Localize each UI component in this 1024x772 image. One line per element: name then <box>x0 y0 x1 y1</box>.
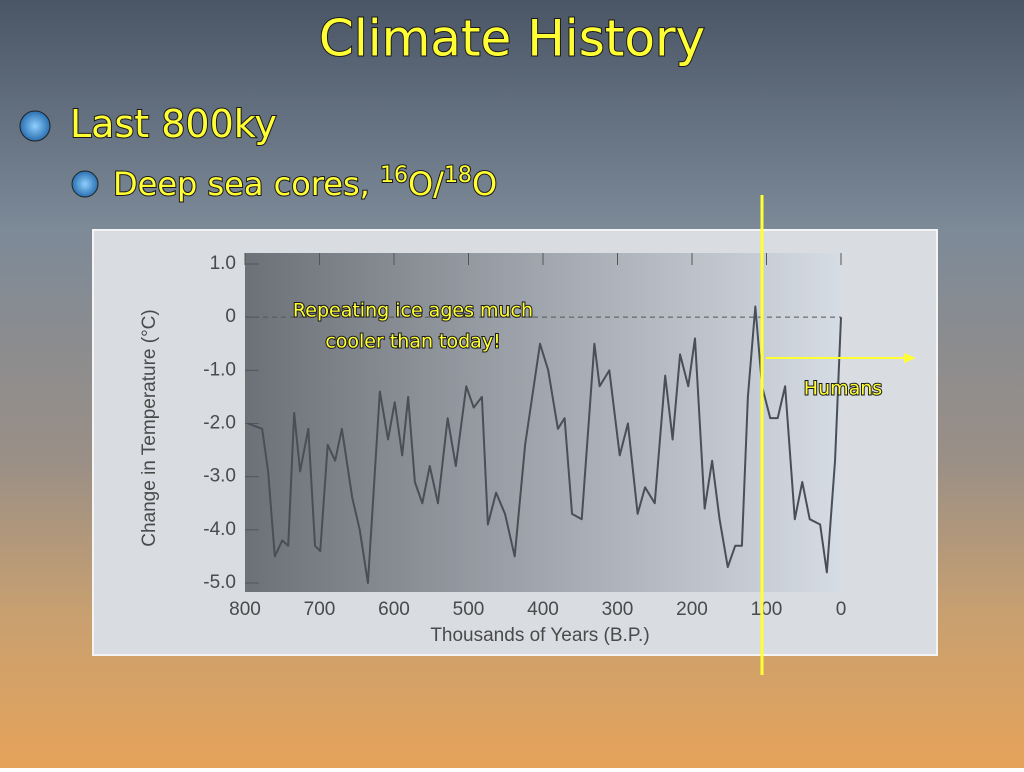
x-tick-label: 300 <box>602 599 634 620</box>
x-axis-label: Thousands of Years (B.P.) <box>430 625 649 646</box>
bullet-text: 18 <box>444 163 472 188</box>
bullet: Last 800ky <box>70 102 277 146</box>
bullet-text: Last 800ky <box>70 102 277 146</box>
bullet-icon <box>19 110 51 142</box>
slide-title: Climate History <box>319 10 705 68</box>
bullet-text: O <box>472 165 497 203</box>
annotation: cooler than today! <box>325 331 500 353</box>
y-tick-label: 0 <box>225 306 236 327</box>
x-tick-label: 400 <box>527 599 559 620</box>
y-axis-label: Change in Temperature (°C) <box>139 309 160 546</box>
bullet-text: Deep sea cores, <box>113 165 380 203</box>
y-tick-label: -4.0 <box>203 519 236 540</box>
x-tick-label: 800 <box>229 599 261 620</box>
x-tick-label: 700 <box>304 599 336 620</box>
x-tick-label: 600 <box>378 599 410 620</box>
x-tick-label: 0 <box>836 599 847 620</box>
y-tick-label: 1.0 <box>210 253 236 274</box>
y-tick-label: -5.0 <box>203 572 236 593</box>
y-tick-label: -1.0 <box>203 359 236 380</box>
bullet-icon <box>71 170 99 198</box>
annotation: Repeating ice ages much <box>293 300 533 322</box>
bullet-text: 16 <box>380 163 408 188</box>
temperature-line <box>247 305 842 584</box>
bullet: Deep sea cores, 16O/18O <box>113 163 497 203</box>
x-tick-label: 500 <box>453 599 485 620</box>
x-tick-label: 100 <box>751 599 783 620</box>
y-tick-label: -3.0 <box>203 466 236 487</box>
y-tick-label: -2.0 <box>203 413 236 434</box>
arrow-head <box>904 353 916 363</box>
humans-label: Humans <box>804 378 882 400</box>
x-tick-label: 200 <box>676 599 708 620</box>
bullet-text: O/ <box>408 165 444 203</box>
